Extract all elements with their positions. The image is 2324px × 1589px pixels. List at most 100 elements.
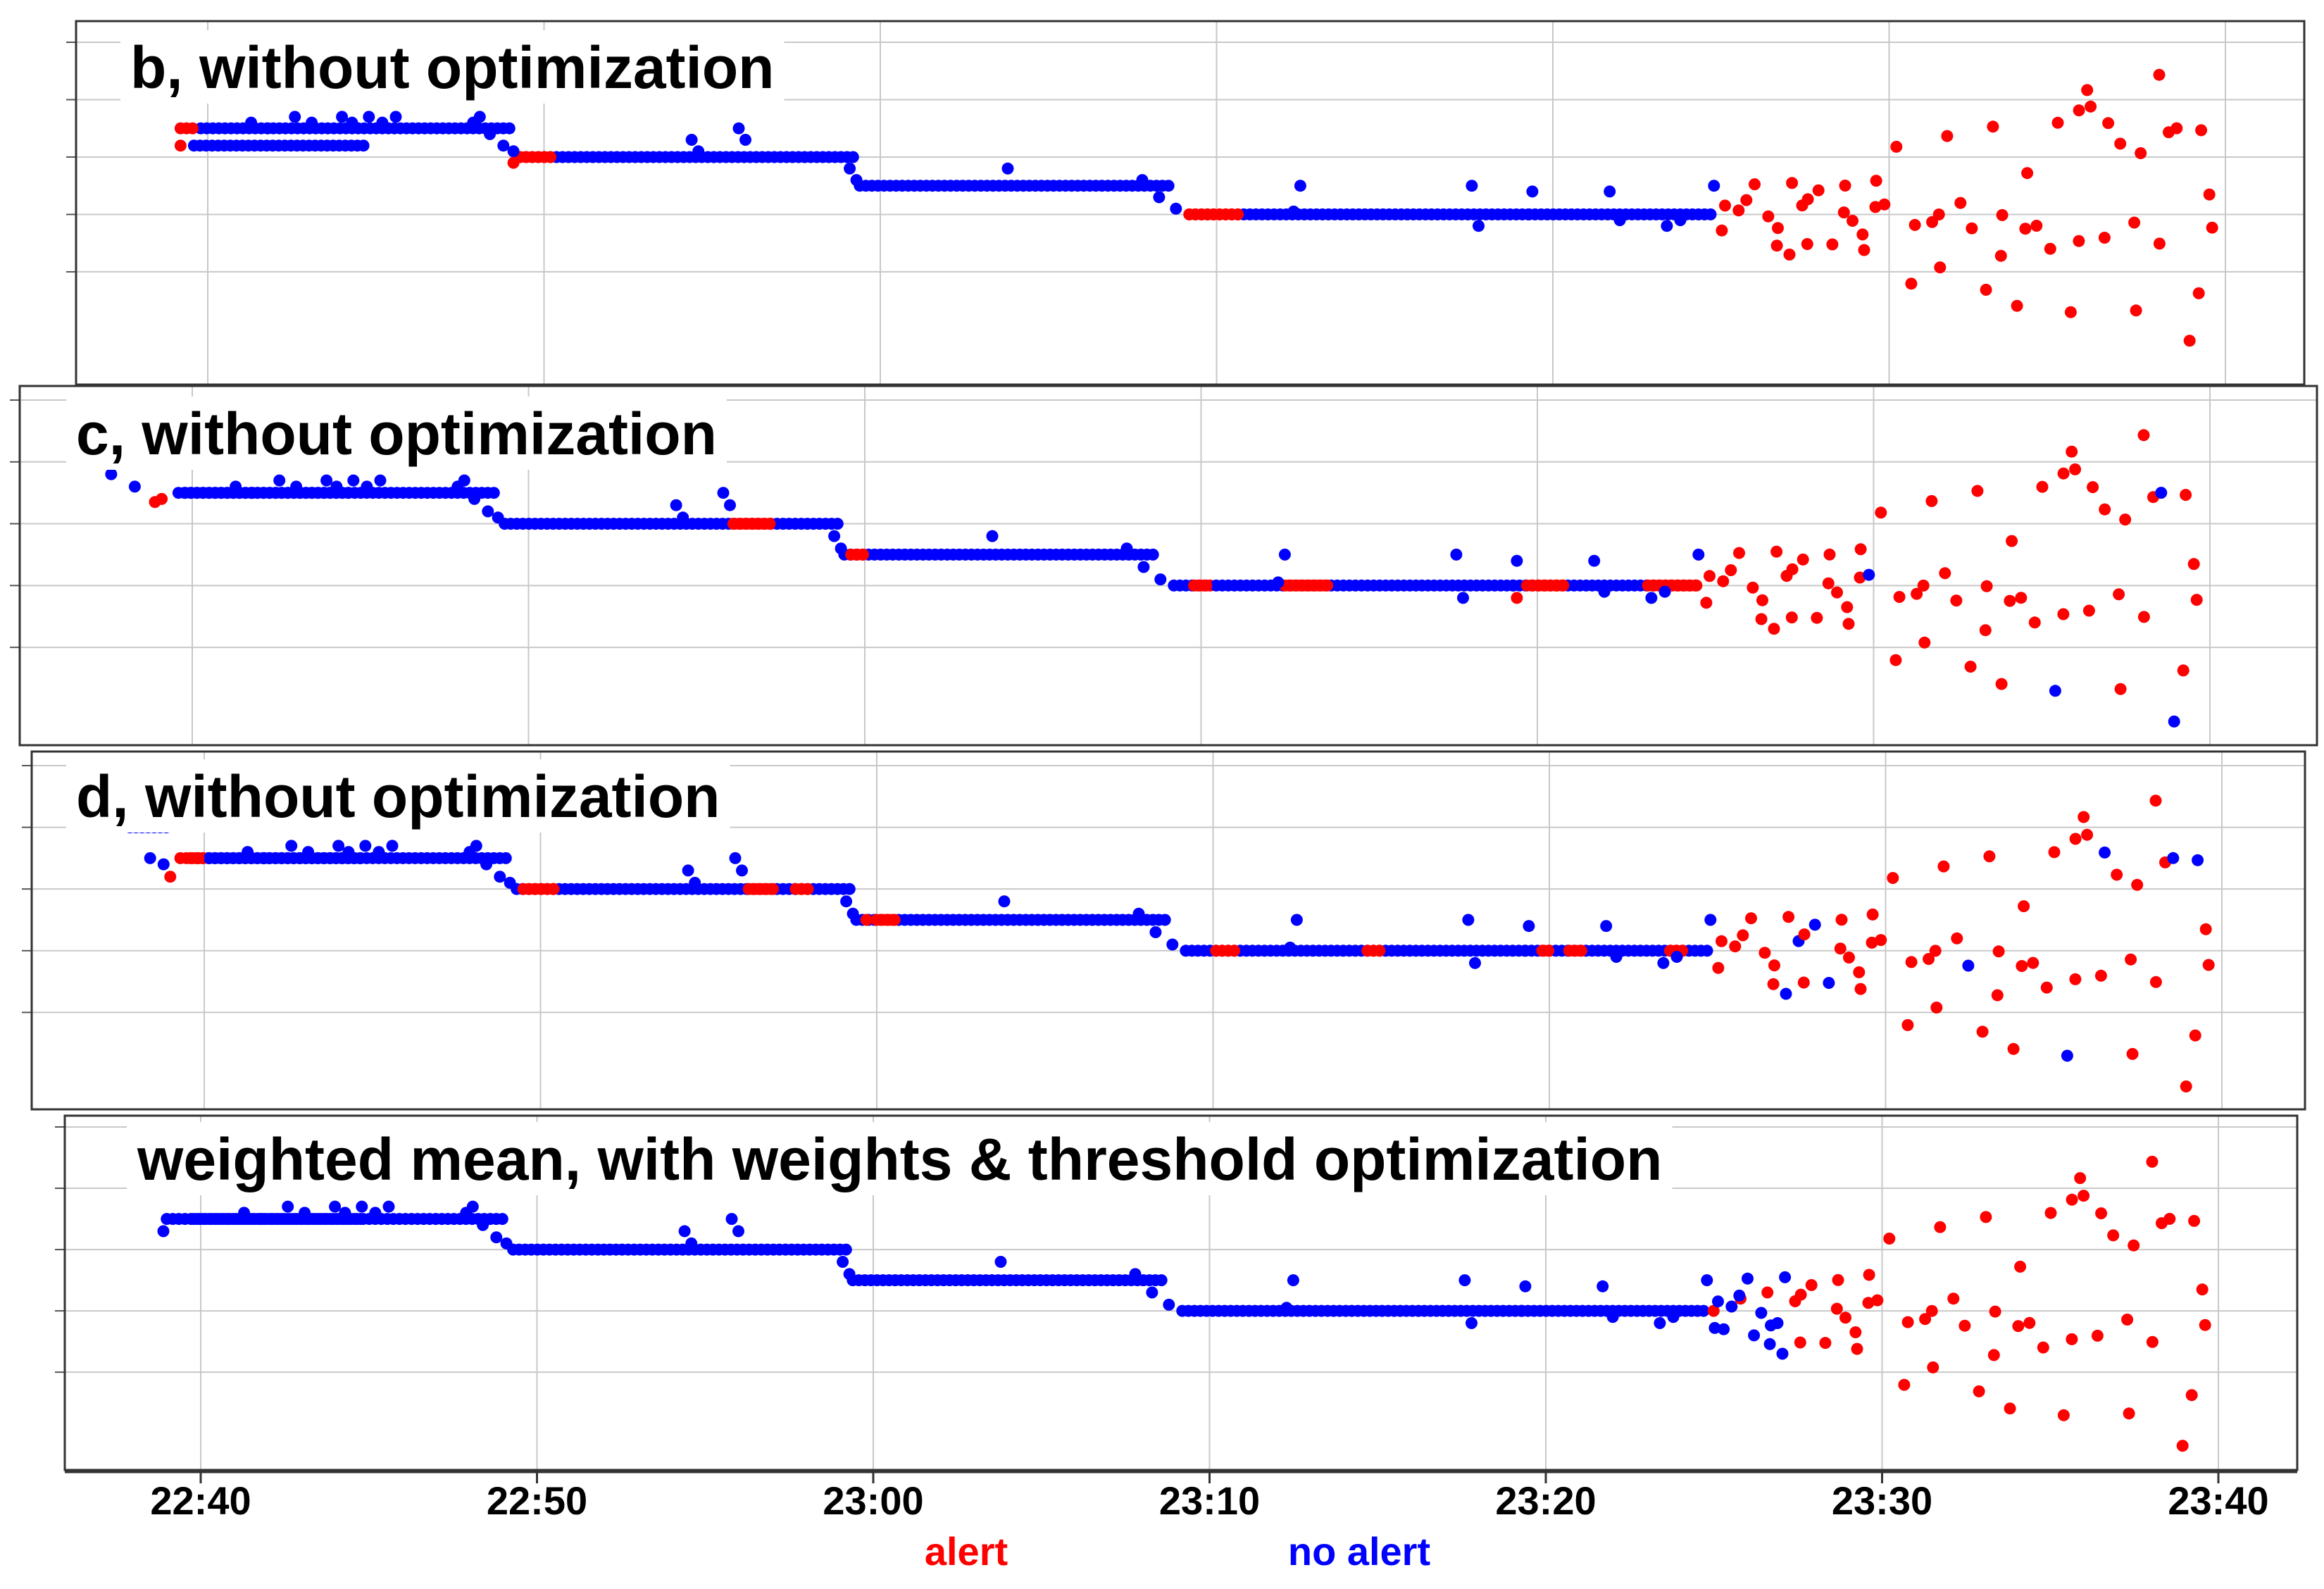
panel-d-alert-point-376 <box>1843 952 1855 964</box>
panel-d-no-alert-point-333 <box>470 840 482 852</box>
panel-weighted-alert-point-381 <box>2188 1214 2201 1227</box>
panel-d-alert-point-365 <box>1768 959 1780 972</box>
panel-weighted-alert-point-378 <box>2163 1213 2176 1225</box>
panel-b-no-alert-point-136 <box>846 151 859 163</box>
panel-b-alert-point-380 <box>2114 137 2127 150</box>
panel-weighted-no-alert-point-140 <box>839 1243 852 1256</box>
x-axis: 22:40 22:50 23:00 23:10 23:20 23:30 23:40 <box>65 1471 2297 1523</box>
panel-b-alert-point-374 <box>2073 235 2085 247</box>
panel-c-no-alert-point-382 <box>1863 568 1875 581</box>
panel-d-alert-point-404 <box>2078 811 2090 823</box>
panel-d-alert-point-393 <box>1992 945 2005 958</box>
panel-c-no-alert-point-326 <box>290 480 303 493</box>
panel-c-alert-point-360 <box>1700 597 1713 609</box>
panel-d-alert-point-374 <box>1834 942 1847 955</box>
panel-b-alert-point-375 <box>2073 104 2085 117</box>
panel-c-alert-point-366 <box>1756 594 1768 606</box>
panel-c-no-alert-point-338 <box>677 511 689 524</box>
panel-c-alert-point-311 <box>1557 579 1570 592</box>
panel-c-no-alert-point-143 <box>831 518 844 530</box>
panel-b-no-alert-point-314 <box>850 174 863 187</box>
panel-d-alert-point-287 <box>192 852 205 864</box>
panel-weighted-no-alert-point-294 <box>490 1231 503 1244</box>
panel-weighted-no-alert-point-307 <box>1280 1302 1293 1314</box>
panel-weighted-alert-point-369 <box>2091 1329 2104 1342</box>
panel-d-alert-point-413 <box>2149 794 2162 807</box>
panel-d-no-alert-point-324 <box>258 852 270 864</box>
panel-b-alert-point-338 <box>1770 239 1783 252</box>
panel-b-alert-point-285 <box>544 151 557 163</box>
panel-b-alert-point-370 <box>2030 220 2043 232</box>
panel-weighted-alert-point-316 <box>1707 1304 1720 1317</box>
panel-weighted-series <box>157 1155 2211 1452</box>
panel-c-alert-point-410 <box>2114 683 2127 695</box>
panel-c-no-alert-point-351 <box>1511 554 1523 567</box>
panel-c-alert-point-362 <box>1717 575 1730 587</box>
panel-d-no-alert-point-343 <box>998 895 1011 908</box>
panel-d-no-alert-point-330 <box>373 846 385 859</box>
panel-weighted-no-alert-point-315 <box>1701 1274 1713 1287</box>
panel-c-alert-point-371 <box>1785 611 1798 624</box>
panel-weighted-no-alert-point-284 <box>282 1200 294 1213</box>
panel-d-alert-point-406 <box>2094 969 2107 982</box>
panel-c-alert-point-390 <box>1939 567 1951 580</box>
panel-b-alert-point-358 <box>1934 261 1947 274</box>
panel-weighted-title-backing <box>127 1122 1673 1195</box>
panel-c-no-alert-point-417 <box>2168 715 2180 728</box>
panel-d-no-alert-point-373 <box>1823 977 1835 989</box>
panel-c-alert-point-409 <box>2099 503 2111 516</box>
panel-weighted-no-alert-point-293 <box>477 1219 489 1231</box>
panel-b-no-alert-point-325 <box>1613 214 1626 227</box>
panel-d-no-alert-point-334 <box>480 858 493 871</box>
panel-b-alert-point-383 <box>2135 147 2147 159</box>
panel-d-alert-point-375 <box>1835 914 1848 926</box>
panel-weighted-no-alert-point-84 <box>496 1213 508 1226</box>
panel-c-no-alert-point-344 <box>1120 542 1133 555</box>
panel-c-alert-point-368 <box>1770 545 1783 558</box>
panel-weighted-no-alert-point-192 <box>1155 1274 1168 1287</box>
panel-c-no-alert-point-356 <box>1692 548 1705 561</box>
label-layer: b, without optimization c, without optimi… <box>65 30 2297 1574</box>
panel-b-no-alert-point-297 <box>289 111 301 123</box>
panel-b-alert-point-376 <box>2081 84 2094 96</box>
panel-weighted-alert-point-382 <box>2199 1319 2211 1331</box>
panel-d-alert-point-361 <box>1729 940 1742 953</box>
panel-c-no-alert-point-325 <box>273 474 286 487</box>
panel-weighted-no-alert-point-292 <box>466 1200 479 1213</box>
panel-b-alert-point-373 <box>2064 306 2077 318</box>
panel-c-alert-point-377 <box>1831 586 1843 599</box>
panel-c-alert-point-384 <box>1889 654 1902 666</box>
panel-c-no-alert-point-342 <box>835 542 847 555</box>
panel-d-alert-point-400 <box>2048 846 2061 859</box>
panel-c-no-alert-point-347 <box>1278 548 1291 561</box>
panel-d-no-alert-point-350 <box>1469 956 1481 969</box>
panel-c-alert-point-387 <box>1918 636 1931 649</box>
panel-b-alert-point-381 <box>2130 304 2142 317</box>
panel-b-alert-point-337 <box>1772 222 1784 235</box>
panel-d-alert-point-397 <box>2016 960 2028 972</box>
panel-weighted-no-alert-point-325 <box>1733 1289 1746 1302</box>
panel-d-alert-point-360 <box>1716 935 1728 947</box>
panel-b-alert-point-377 <box>2085 100 2097 113</box>
panel-d-title-backing <box>66 759 730 833</box>
panel-c-no-alert-point-346 <box>1154 573 1167 586</box>
panel-weighted-no-alert-point-305 <box>1163 1298 1175 1311</box>
panel-c-alert-point-392 <box>1964 661 1977 673</box>
frame-layer <box>18 20 2318 1471</box>
panel-b-alert-point-367 <box>2011 299 2023 312</box>
panel-d-alert-point-398 <box>2027 956 2039 969</box>
panel-d-alert-point-384 <box>1905 956 1918 968</box>
panel-b-alert-point-335 <box>1749 178 1761 191</box>
panel-d-alert-point-362 <box>1737 929 1749 942</box>
panel-weighted-alert-point-337 <box>1830 1302 1843 1315</box>
panel-b-alert-point-372 <box>2051 116 2064 129</box>
panel-c-alert-point-419 <box>2180 489 2192 501</box>
panel-weighted-no-alert-point-328 <box>1765 1319 1777 1332</box>
panel-b-alert-point-350 <box>1856 228 1869 241</box>
panel-d-alert-point-370 <box>1797 976 1810 989</box>
panel-c-no-alert-point-339 <box>717 487 730 499</box>
panel-d-no-alert-point-354 <box>1657 956 1670 969</box>
panel-b-title: b, without optimization <box>130 35 774 101</box>
panel-weighted-alert-point-356 <box>1989 1305 2001 1318</box>
panel-b-no-alert-point-303 <box>389 111 402 123</box>
